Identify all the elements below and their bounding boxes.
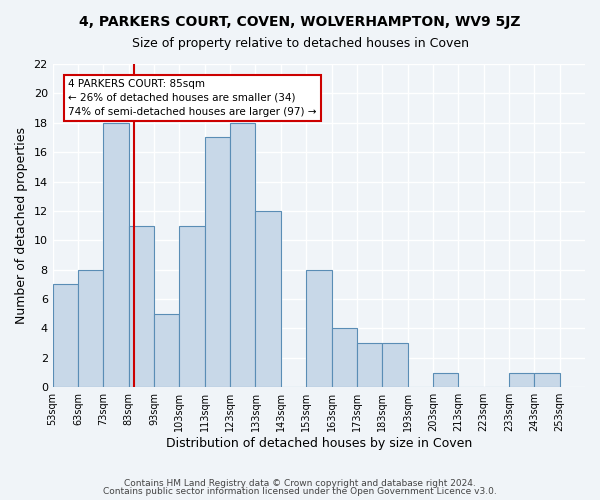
Bar [357,343,382,387]
Bar [433,372,458,387]
Bar [103,123,129,387]
Bar [382,343,407,387]
Bar [129,226,154,387]
Bar [53,284,78,387]
Text: 4 PARKERS COURT: 85sqm
← 26% of detached houses are smaller (34)
74% of semi-det: 4 PARKERS COURT: 85sqm ← 26% of detached… [68,78,316,116]
Bar [205,138,230,387]
Bar [535,372,560,387]
Bar [230,123,256,387]
Text: Contains public sector information licensed under the Open Government Licence v3: Contains public sector information licen… [103,487,497,496]
Text: 4, PARKERS COURT, COVEN, WOLVERHAMPTON, WV9 5JZ: 4, PARKERS COURT, COVEN, WOLVERHAMPTON, … [79,15,521,29]
Bar [332,328,357,387]
Bar [509,372,535,387]
Text: Contains HM Land Registry data © Crown copyright and database right 2024.: Contains HM Land Registry data © Crown c… [124,478,476,488]
Y-axis label: Number of detached properties: Number of detached properties [15,127,28,324]
Bar [78,270,103,387]
Bar [256,211,281,387]
Text: Size of property relative to detached houses in Coven: Size of property relative to detached ho… [131,38,469,51]
Bar [179,226,205,387]
X-axis label: Distribution of detached houses by size in Coven: Distribution of detached houses by size … [166,437,472,450]
Bar [154,314,179,387]
Bar [306,270,332,387]
